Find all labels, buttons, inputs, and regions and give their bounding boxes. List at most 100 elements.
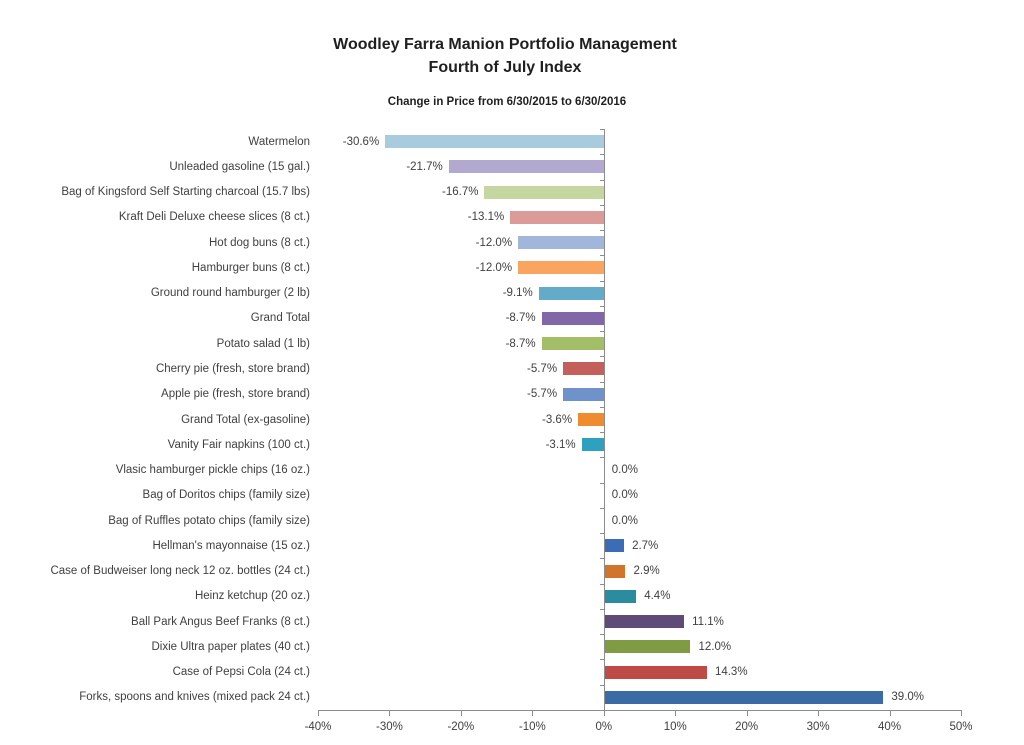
bar [604,640,691,654]
category-label: Heinz ketchup (20 oz.) [194,590,310,603]
value-axis-tick-label: -30% [376,721,403,733]
value-axis-tick [675,710,677,716]
value-label: -13.1% [467,211,505,224]
category-label: Unleaded gasoline (15 gal.) [169,160,310,173]
bar [563,387,604,401]
category-axis-tick [599,432,605,434]
category-label: Dixie Ultra paper plates (40 ct.) [151,640,310,653]
category-axis-tick [599,204,605,206]
value-axis-tick [318,710,319,716]
category-label: Ball Park Angus Beef Franks (8 ct.) [131,615,310,628]
bar [518,261,604,275]
bar [448,160,604,174]
bar [541,337,604,351]
category-label: Cherry pie (fresh, store brand) [155,362,310,375]
value-axis-tick-label: 10% [663,721,687,733]
category-axis-tick [599,356,605,358]
category-axis-tick [599,634,605,636]
bar [484,185,604,199]
category-label: Case of Pepsi Cola (24 ct.) [172,666,310,679]
category-label: Grand Total [250,312,310,325]
bar [538,286,604,300]
bar [563,362,604,376]
value-axis-tick-label: 0% [595,721,613,733]
category-axis-tick [599,558,605,560]
category-label: Ground round hamburger (2 lb) [150,287,310,300]
category-axis-tick [599,533,605,535]
value-axis-tick [389,710,391,716]
category-label: Hellman's mayonnaise (15 oz.) [152,539,310,552]
bar [604,615,685,629]
bar [604,665,707,679]
value-axis-line [318,710,961,711]
category-axis-tick [599,381,605,383]
category-label: Hamburger buns (8 ct.) [191,261,310,274]
value-axis-tick-label: 50% [949,721,973,733]
value-label: 0.0% [611,514,638,527]
value-label: -3.6% [542,413,573,426]
value-axis-tick-label: 40% [878,721,902,733]
bar [604,690,884,704]
category-axis-tick [599,659,605,661]
value-axis-tick-label: -40% [304,721,332,733]
value-axis-tick [460,710,462,716]
chart-title-line1: Woodley Farra Manion Portfolio Managemen… [333,36,677,53]
value-label: 2.9% [633,565,660,578]
value-label: -3.1% [545,438,576,451]
chart-subtitle: Change in Price from 6/30/2015 to 6/30/2… [387,96,627,108]
value-label: 14.3% [714,666,748,679]
category-label: Potato salad (1 lb) [216,337,310,350]
value-label: -5.7% [527,362,558,375]
value-label: -12.0% [475,261,513,274]
category-label: Case of Budweiser long neck 12 oz. bottl… [50,565,310,578]
chart-title-line2: Fourth of July Index [428,59,582,76]
bar [604,564,626,578]
value-axis-tick [603,710,605,716]
category-label: Hot dog buns (8 ct.) [209,236,310,249]
category-axis-tick [599,583,605,585]
value-label: -16.7% [442,186,479,199]
value-label: 11.1% [692,615,724,628]
category-axis-tick [599,482,605,484]
category-label: Watermelon [248,135,310,148]
value-label: -8.7% [505,312,536,325]
category-label: Kraft Deli Deluxe cheese slices (8 ct.) [118,211,310,224]
value-label: -9.1% [502,287,533,300]
bar [604,589,637,603]
category-axis-tick [599,280,605,282]
value-label: 2.7% [632,539,659,552]
value-label: 39.0% [891,691,925,704]
category-axis-tick [599,179,605,181]
category-axis-tick [599,507,605,509]
category-axis-tick [599,457,605,459]
chart-title: Woodley Farra Manion Portfolio Managemen… [0,33,1010,79]
category-axis-tick [599,129,605,130]
value-label: -30.6% [342,135,380,148]
category-label: Bag of Doritos chips (family size) [142,489,310,502]
value-label: -12.0% [475,236,513,249]
bar [604,539,625,553]
bar [581,438,604,452]
category-axis-line [603,129,605,710]
category-label: Forks, spoons and knives (mixed pack 24 … [79,691,310,704]
bar [541,311,604,325]
category-axis-tick [599,154,605,156]
value-label: 0.0% [611,489,638,502]
value-label: -5.7% [527,388,558,401]
bar [510,210,604,224]
category-label: Grand Total (ex-gasoline) [181,413,310,426]
value-axis-tick [818,710,820,716]
bar [578,413,604,426]
value-label: -8.7% [505,337,536,350]
category-axis-tick [599,608,605,610]
category-axis-tick [599,331,605,333]
category-label: Bag of Ruffles potato chips (family size… [108,514,310,527]
value-axis-tick [532,710,534,716]
value-axis-tick-label: 30% [806,721,830,733]
value-axis-tick-label: -10% [518,721,546,733]
value-axis-tick-label: -20% [447,721,475,733]
value-label: 0.0% [611,464,638,477]
category-label: Vanity Fair napkins (100 ct.) [167,438,310,451]
